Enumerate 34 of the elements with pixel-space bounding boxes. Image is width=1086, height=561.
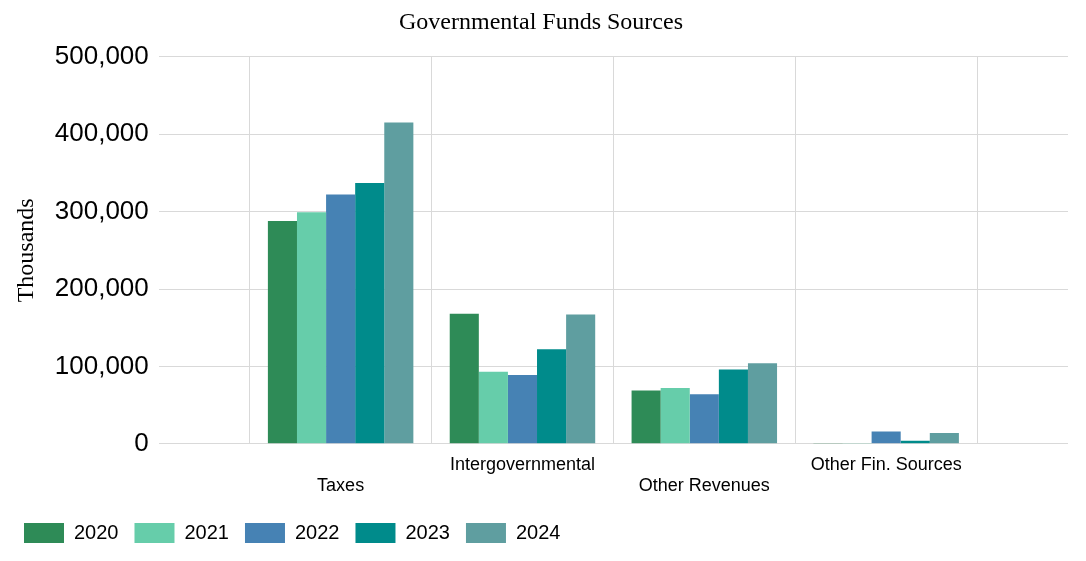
- y-tick-label: 500,000: [54, 39, 149, 70]
- legend-label: 2020: [74, 520, 119, 543]
- bar: [296, 212, 327, 444]
- chart-title: Governmental Funds Sources: [399, 7, 683, 34]
- bar: [449, 313, 479, 444]
- bar: [718, 369, 748, 444]
- legend-label: 2022: [294, 520, 340, 543]
- x-tick-label: Other Revenues: [638, 475, 770, 496]
- y-tick-label: 400,000: [54, 117, 149, 148]
- x-tick-label: Other Fin. Sources: [810, 453, 962, 474]
- legend-label: 2021: [184, 520, 229, 543]
- bar: [326, 194, 356, 444]
- y-axis-title: Thousands: [11, 198, 38, 303]
- bar: [537, 349, 567, 444]
- bar: [267, 220, 297, 444]
- bar: [384, 122, 414, 444]
- bar: [478, 371, 508, 444]
- bar: [507, 374, 538, 444]
- bar: [747, 363, 778, 444]
- y-tick-label: 0: [134, 426, 149, 457]
- y-tick-label: 300,000: [54, 194, 149, 225]
- bar: [660, 388, 690, 444]
- bar: [355, 182, 385, 444]
- bar: [689, 394, 719, 444]
- x-tick-label: Taxes: [317, 475, 365, 496]
- bar: [566, 314, 596, 444]
- bar: [631, 390, 661, 444]
- x-tick-label: Intergovernmental: [449, 453, 596, 474]
- legend-label: 2023: [405, 520, 450, 543]
- y-tick-label: 200,000: [54, 272, 149, 303]
- y-tick-label: 100,000: [54, 349, 149, 380]
- bar: [871, 431, 901, 444]
- legend-label: 2024: [515, 520, 561, 543]
- bar: [929, 432, 959, 444]
